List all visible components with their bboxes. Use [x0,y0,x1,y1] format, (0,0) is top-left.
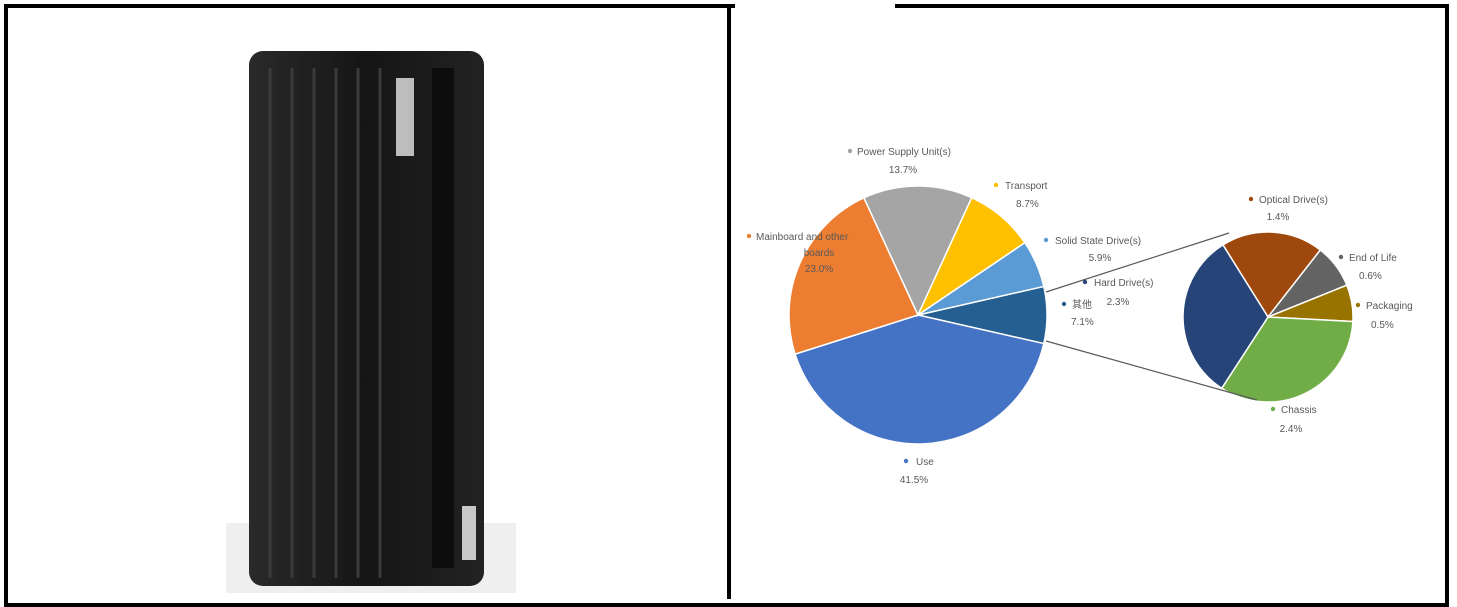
top-border-gap [735,0,895,8]
use-marker [903,458,909,464]
chart-cell: Power Supply Unit(s) 13.7% Transport 8.7… [731,8,1445,599]
data-labels: Power Supply Unit(s) 13.7% Transport 8.7… [746,147,1413,486]
label-eol-pct: 0.6% [1359,271,1382,282]
packaging-marker [1355,302,1361,308]
label-ssd-pct: 5.9% [1089,253,1112,264]
chassis-marker [1270,406,1276,412]
label-optical-name: Optical Drive(s) [1259,195,1328,206]
label-packaging-pct: 0.5% [1371,320,1394,331]
label-psu-pct: 13.7% [889,165,917,176]
connector-line-bottom [1045,340,1258,401]
mainboard-marker [746,233,752,239]
label-transport-pct: 8.7% [1016,199,1039,210]
label-eol-name: End of Life [1349,253,1397,264]
desktop-tower-image [226,51,516,593]
main-slice-mainboard-and-other-boards [788,196,920,356]
eol-marker [1338,254,1344,260]
label-psu-name: Power Supply Unit(s) [857,147,951,158]
tower-front-port-panel [396,78,414,156]
label-hdd-name: Hard Drive(s) [1094,278,1153,289]
transport-marker [993,182,999,188]
label-other-name: 其他 [1072,298,1092,311]
hdd-marker [1082,279,1088,285]
other-marker [1061,301,1067,307]
label-mainboard-pct: 23.0% [805,264,833,275]
ssd-marker [1043,237,1049,243]
label-ssd-name: Solid State Drive(s) [1055,236,1141,247]
secondary-slice-optical-drive-s [1221,231,1322,319]
label-mainboard-name2: boards [804,248,835,259]
tower-side-strip [432,68,454,568]
main-slice-solid-state-drive-s [917,241,1045,316]
column-divider [727,4,731,599]
main-slice-power-supply-unit-s [862,185,973,317]
optical-marker [1248,196,1254,202]
tower-body [249,51,484,586]
label-hdd-pct: 2.3% [1107,297,1130,308]
label-mainboard-name1: Mainboard and other [756,232,849,243]
secondary-slice-hard-drive-s [1182,243,1269,390]
tower-ridges [268,68,382,578]
label-chassis-pct: 2.4% [1280,424,1303,435]
secondary-pie [1182,231,1354,403]
connector-lines [1045,232,1258,401]
label-packaging-name: Packaging [1366,301,1413,312]
label-transport-name: Transport [1005,181,1048,192]
label-optical-pct: 1.4% [1267,212,1290,223]
label-other-pct: 7.1% [1071,317,1094,328]
tower-bottom-port [462,506,476,560]
label-chassis-name: Chassis [1281,405,1317,416]
main-slice-use [794,314,1045,445]
product-image-cell [8,8,727,599]
label-use-name: Use [916,457,934,468]
connector-line-top [1045,232,1230,293]
main-pie [788,185,1048,445]
psu-marker [847,148,853,154]
pie-of-pie-chart: Power Supply Unit(s) 13.7% Transport 8.7… [746,147,1413,486]
label-use-pct: 41.5% [900,475,928,486]
